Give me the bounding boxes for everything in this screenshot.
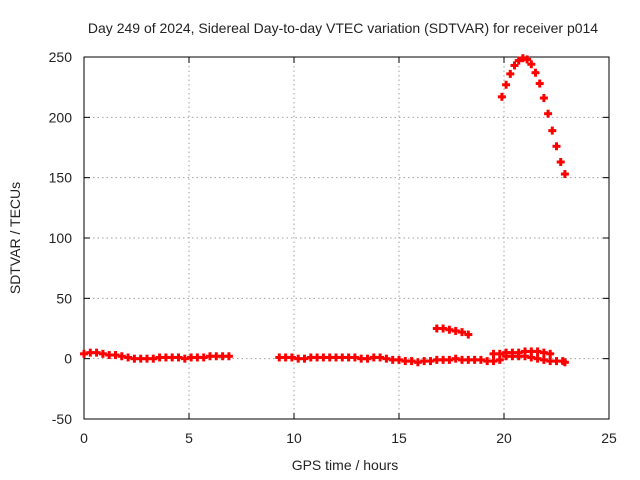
data-point [535,79,544,88]
y-tick-label: 100 [49,230,73,246]
x-tick-label: 10 [286,430,302,446]
y-tick-label: 50 [56,290,72,306]
y-tick-label: 0 [64,351,72,367]
data-point [523,55,532,64]
data-point [531,68,540,77]
data-point [552,142,561,151]
data-point [464,330,473,339]
x-tick-label: 20 [496,430,512,446]
data-point [546,349,555,358]
x-tick-label: 25 [601,430,617,446]
data-point [539,94,548,103]
data-point [548,126,557,135]
x-tick-label: 5 [185,430,193,446]
axis-ticks: 0 5 10 15 20 25 -50 0 50 100 150 200 250 [49,49,617,446]
data-point [560,358,569,367]
chart-title: Day 249 of 2024, Sidereal Day-to-day VTE… [88,20,598,36]
data-point [514,56,523,65]
data-point [502,80,511,89]
data-point [556,157,565,166]
grid [84,57,609,419]
data-point [458,328,466,337]
data-point [506,69,515,78]
x-axis-label: GPS time / hours [292,457,399,473]
data-point [544,109,553,118]
x-tick-label: 0 [80,430,88,446]
data-point [510,61,519,70]
data-point [527,60,536,69]
y-tick-label: -50 [52,411,72,427]
y-tick-label: 150 [49,170,73,186]
data-point [497,92,506,101]
y-axis-label: SDTVAR / TECUs [7,182,23,294]
y-tick-label: 200 [49,109,73,125]
data-point [560,170,569,179]
data-point [224,352,233,361]
data-points [80,54,569,367]
x-tick-label: 15 [391,430,407,446]
y-tick-label: 250 [49,49,73,65]
